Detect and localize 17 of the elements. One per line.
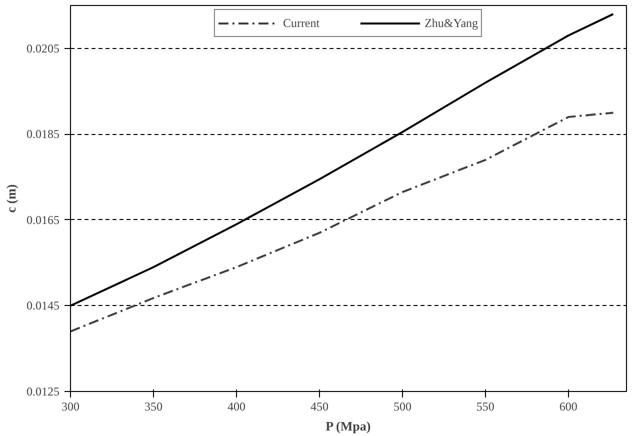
- legend-label: Zhu&Yang: [424, 16, 478, 30]
- x-tick-label: 550: [476, 400, 494, 414]
- line-series: [70, 112, 614, 332]
- legend-label: Current: [282, 16, 320, 30]
- x-tick-label: 350: [144, 400, 162, 414]
- x-tick-label: 450: [310, 400, 328, 414]
- y-axis-title: c (m): [4, 184, 18, 213]
- y-tick-label: 0.0205: [26, 41, 60, 56]
- x-tick-label: 300: [62, 400, 80, 414]
- x-tick-label: 600: [559, 400, 578, 414]
- y-tick-label: 0.0145: [26, 298, 60, 313]
- x-tick-label: 400: [227, 400, 246, 414]
- x-axis-title: P (Mpa): [326, 418, 371, 434]
- y-tick-label: 0.0185: [26, 127, 60, 142]
- y-tick-label: 0.0125: [26, 384, 60, 398]
- x-tick-label: 500: [393, 400, 412, 414]
- y-tick-label: 0.0165: [26, 212, 60, 227]
